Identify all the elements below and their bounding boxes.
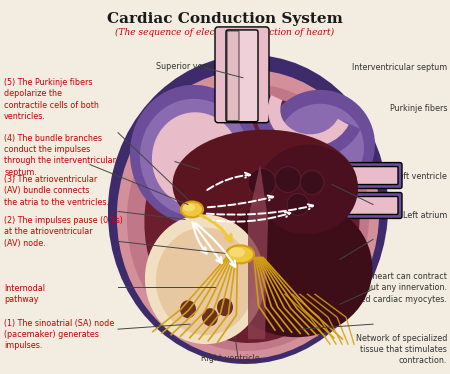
Text: Right atrium: Right atrium bbox=[137, 157, 187, 166]
Text: Cardiac Conduction System: Cardiac Conduction System bbox=[107, 12, 343, 26]
FancyArrowPatch shape bbox=[207, 204, 313, 215]
Text: Left ventricle: Left ventricle bbox=[394, 172, 447, 181]
Ellipse shape bbox=[217, 298, 233, 316]
Circle shape bbox=[300, 171, 324, 194]
Ellipse shape bbox=[180, 300, 196, 318]
Ellipse shape bbox=[183, 203, 195, 211]
Text: Interventricular septum: Interventricular septum bbox=[352, 63, 447, 72]
Text: (1) The sinoatrial (SA) node
(pacemaker) generates
impulses.: (1) The sinoatrial (SA) node (pacemaker)… bbox=[4, 319, 114, 350]
Ellipse shape bbox=[265, 90, 375, 199]
Ellipse shape bbox=[172, 130, 357, 239]
Ellipse shape bbox=[140, 99, 250, 217]
Ellipse shape bbox=[145, 214, 265, 344]
Text: Superior vena cava: Superior vena cava bbox=[156, 62, 234, 71]
Text: (The sequence of electrical conduction of heart): (The sequence of electrical conduction o… bbox=[116, 28, 334, 37]
Text: (3) The atrioventricular
(AV) bundle connects
the atria to the ventricles.: (3) The atrioventricular (AV) bundle con… bbox=[4, 175, 109, 206]
Text: Right ventricle: Right ventricle bbox=[201, 354, 259, 363]
Text: Left atrium: Left atrium bbox=[403, 211, 447, 220]
Ellipse shape bbox=[181, 202, 203, 217]
Ellipse shape bbox=[144, 96, 360, 343]
FancyBboxPatch shape bbox=[226, 30, 258, 122]
Text: (5) The Purkinje fibers
depolarize the
contractile cells of both
ventricles.: (5) The Purkinje fibers depolarize the c… bbox=[4, 78, 99, 121]
Text: Internodal
pathway: Internodal pathway bbox=[4, 283, 45, 304]
Ellipse shape bbox=[217, 197, 373, 337]
Text: (4) The bundle branches
conduct the impulses
through the interventricular
septum: (4) The bundle branches conduct the impu… bbox=[4, 134, 116, 177]
FancyBboxPatch shape bbox=[215, 27, 269, 123]
Circle shape bbox=[248, 169, 276, 196]
FancyArrowPatch shape bbox=[207, 173, 250, 190]
Ellipse shape bbox=[226, 245, 254, 263]
Ellipse shape bbox=[152, 112, 240, 207]
FancyArrowPatch shape bbox=[193, 222, 207, 253]
FancyArrowPatch shape bbox=[195, 223, 235, 267]
FancyBboxPatch shape bbox=[343, 193, 402, 218]
Text: The heart can contract
without any innervation.: The heart can contract without any inner… bbox=[349, 272, 447, 292]
FancyArrowPatch shape bbox=[208, 196, 273, 207]
FancyArrowPatch shape bbox=[194, 224, 222, 263]
FancyArrowPatch shape bbox=[201, 215, 231, 242]
Circle shape bbox=[275, 166, 301, 193]
Ellipse shape bbox=[258, 145, 358, 234]
Polygon shape bbox=[248, 165, 268, 339]
FancyArrowPatch shape bbox=[207, 212, 290, 222]
Ellipse shape bbox=[130, 85, 260, 224]
FancyBboxPatch shape bbox=[346, 166, 398, 184]
FancyBboxPatch shape bbox=[227, 31, 239, 121]
Ellipse shape bbox=[127, 84, 369, 351]
Ellipse shape bbox=[202, 308, 218, 326]
Ellipse shape bbox=[117, 70, 379, 359]
Text: (2) The impulses pause (0.1s)
at the atrioventricular
(AV) node.: (2) The impulses pause (0.1s) at the atr… bbox=[4, 217, 123, 248]
FancyBboxPatch shape bbox=[346, 196, 398, 214]
Ellipse shape bbox=[229, 247, 245, 257]
Circle shape bbox=[287, 193, 309, 215]
Ellipse shape bbox=[156, 227, 254, 335]
Text: Network of specialized
tissue that stimulates
contraction.: Network of specialized tissue that stimu… bbox=[356, 334, 447, 365]
FancyBboxPatch shape bbox=[343, 163, 402, 188]
Ellipse shape bbox=[108, 55, 388, 364]
Text: Purkinje fibers: Purkinje fibers bbox=[390, 104, 447, 113]
Ellipse shape bbox=[276, 104, 364, 191]
Text: Modified cardiac myocytes.: Modified cardiac myocytes. bbox=[336, 295, 447, 304]
